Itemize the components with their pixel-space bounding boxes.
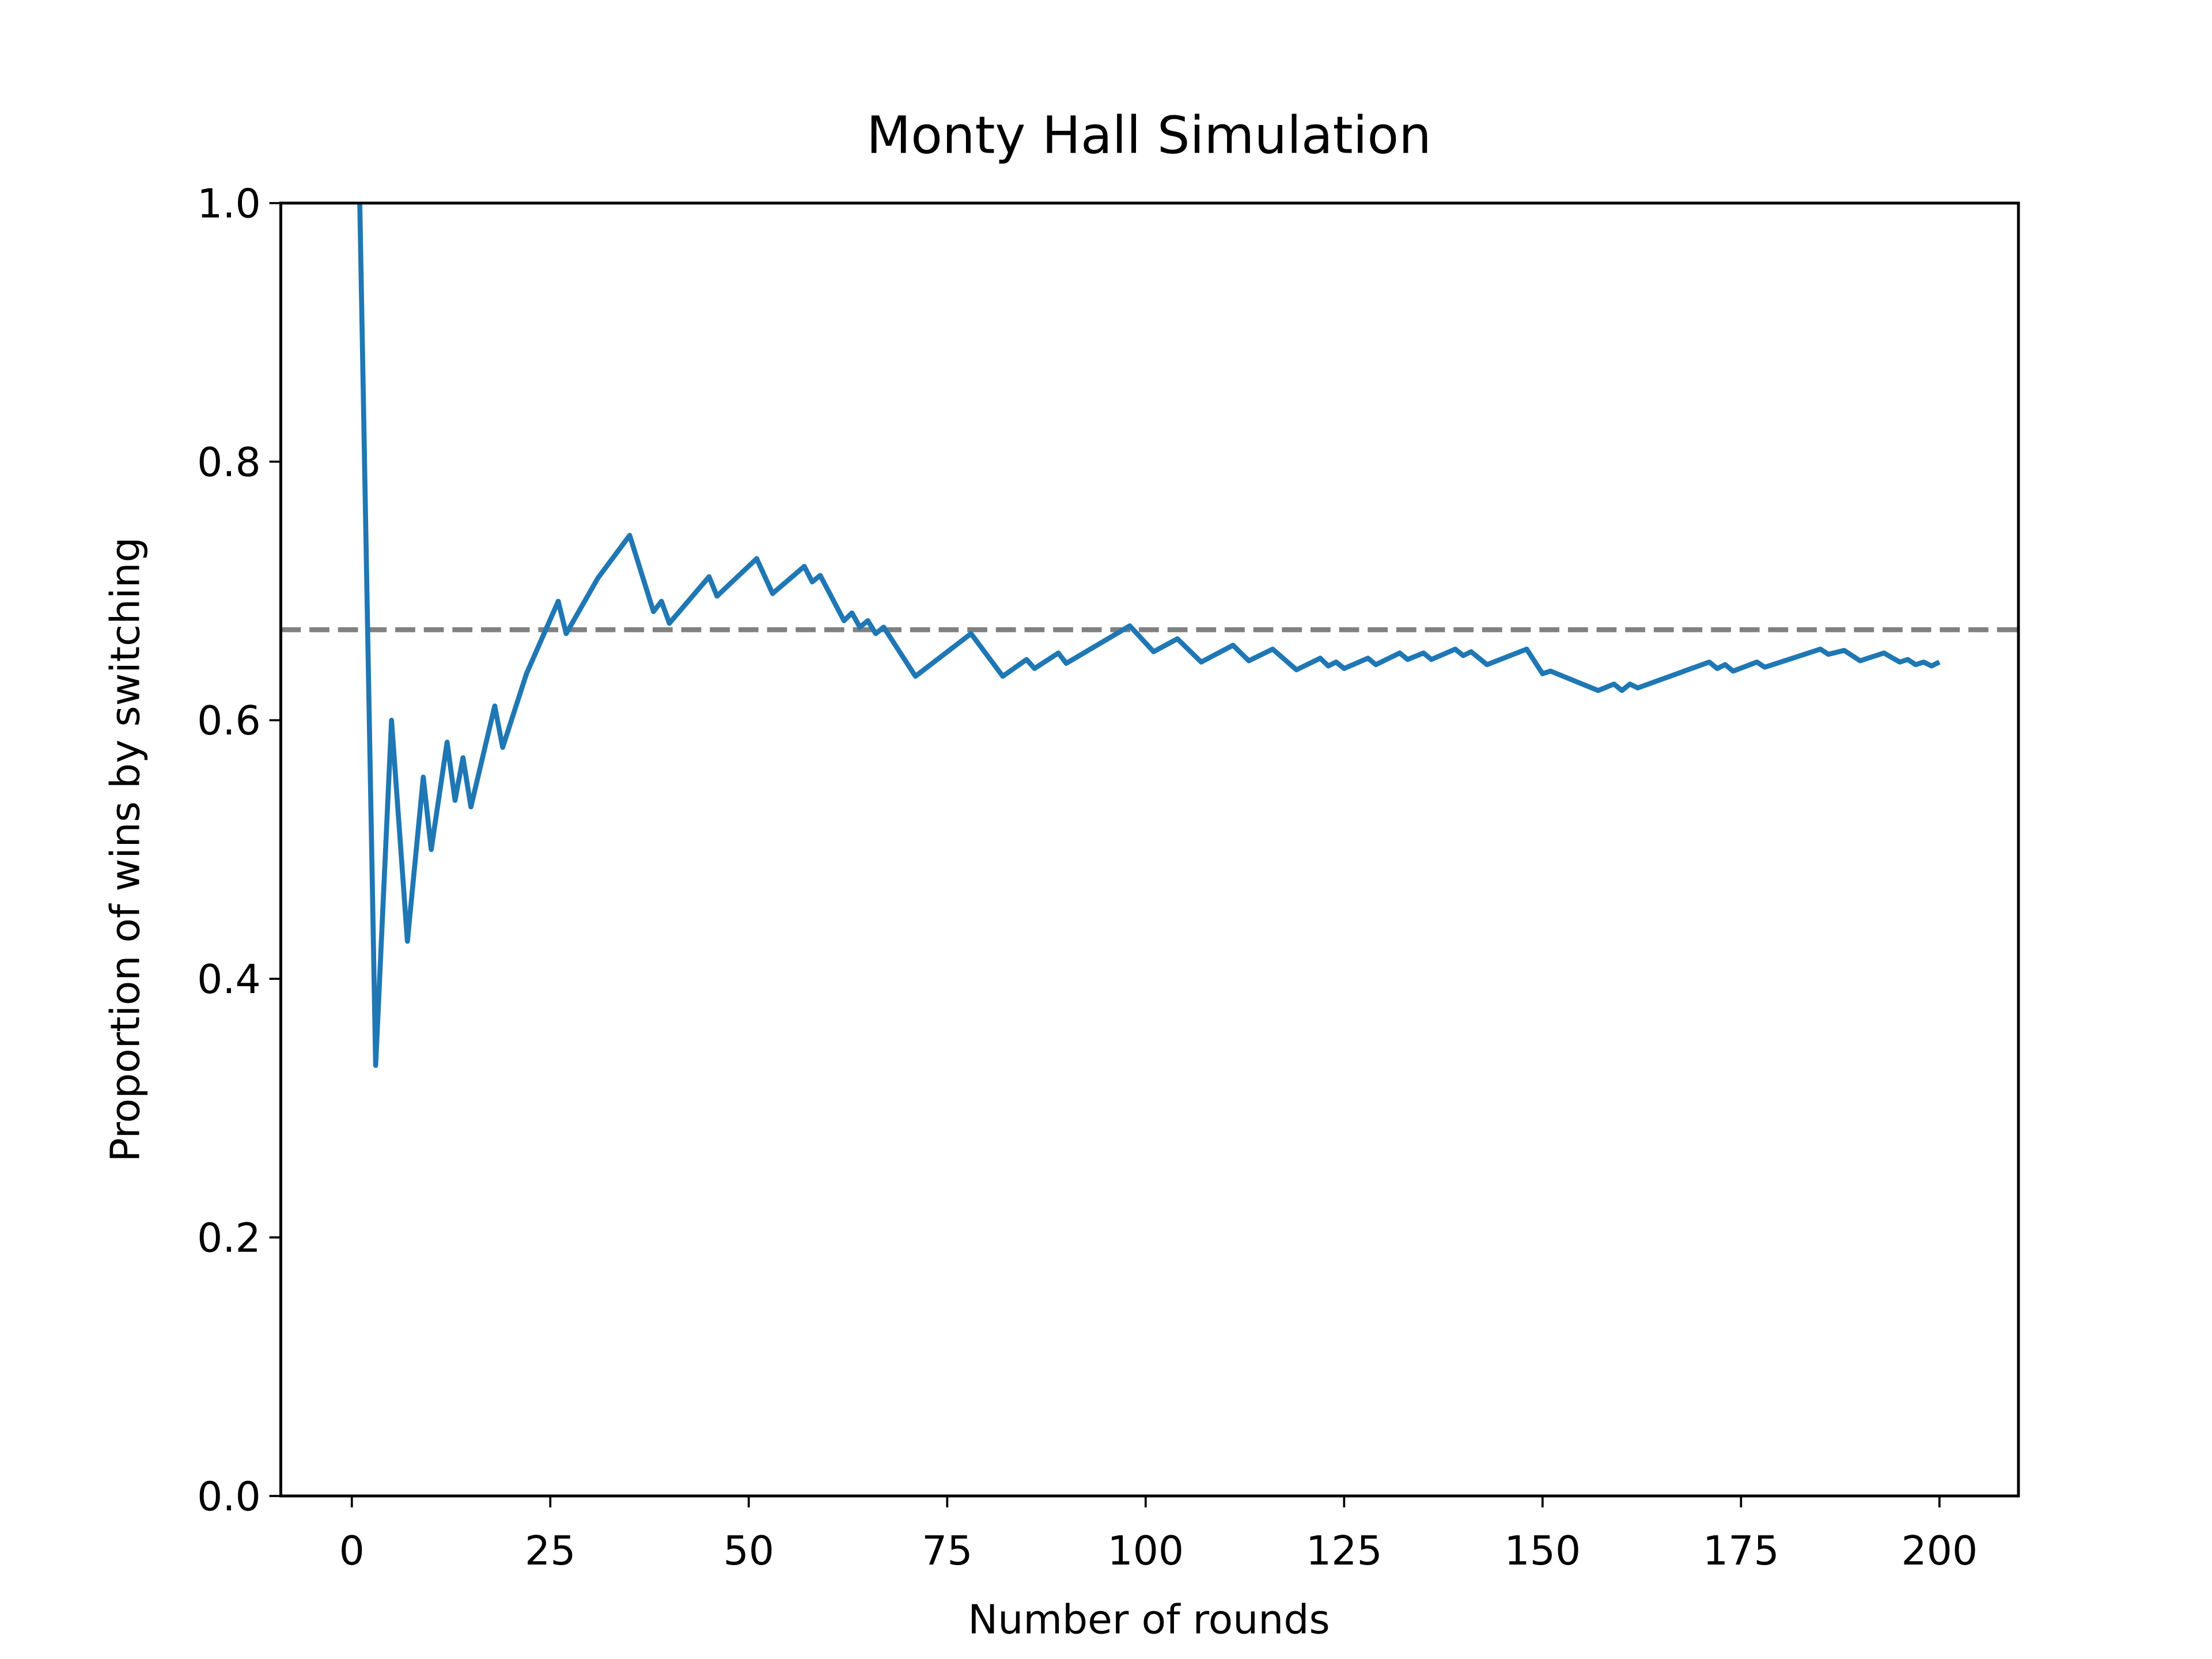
x-tick-label: 25 [525, 1528, 575, 1574]
y-tick-label: 0.8 [197, 439, 261, 486]
y-tick-label: 0.0 [197, 1474, 261, 1520]
x-tick-label: 75 [922, 1528, 972, 1574]
y-tick-label: 0.4 [197, 956, 261, 1003]
x-tick-label: 50 [724, 1528, 774, 1574]
x-axis-label: Number of rounds [968, 1596, 1330, 1643]
x-tick-label: 150 [1505, 1528, 1581, 1574]
x-tick-label: 100 [1108, 1528, 1184, 1574]
x-tick-label: 200 [1902, 1528, 1978, 1574]
chart-title: Monty Hall Simulation [866, 106, 1431, 166]
y-tick-label: 0.6 [197, 698, 261, 744]
y-tick-label: 1.0 [197, 180, 261, 227]
x-tick-label: 175 [1703, 1528, 1779, 1574]
x-tick-label: 125 [1306, 1528, 1382, 1574]
data-line [357, 203, 1941, 1068]
y-axis-label: Proportion of wins by switching [103, 537, 149, 1162]
plot-frame [279, 202, 2020, 1498]
x-tick-label: 0 [339, 1528, 365, 1574]
y-tick-label: 0.2 [197, 1215, 261, 1262]
